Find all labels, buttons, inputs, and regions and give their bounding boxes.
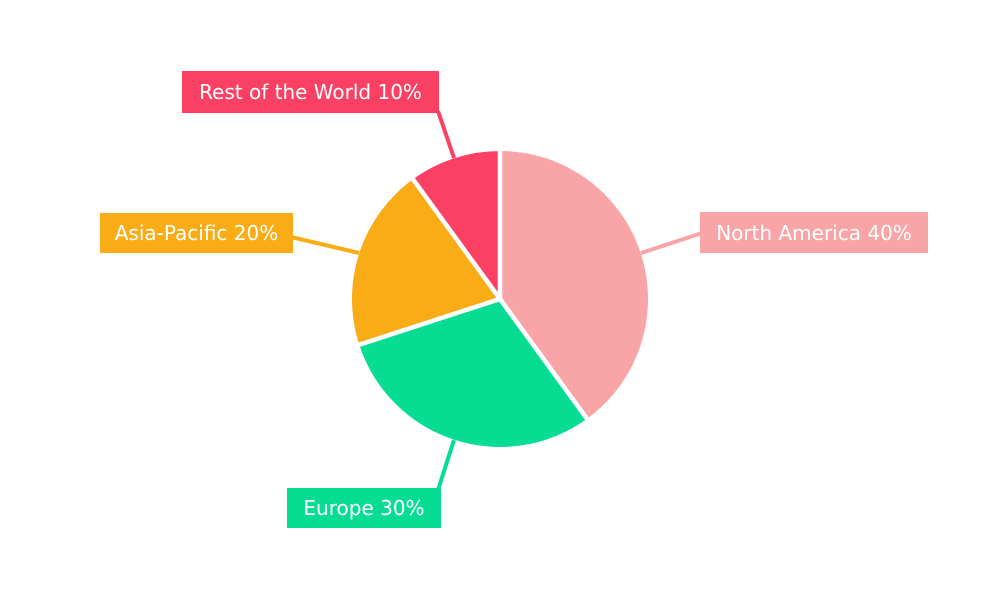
- slice-separator: [498, 297, 590, 421]
- pie-label-north-america-text: North America 40%: [716, 220, 912, 245]
- pie-slice-europe[interactable]: [359, 299, 587, 448]
- pie-label-europe: Europe 30%: [287, 488, 441, 528]
- pie-slice-asia-pacific[interactable]: [351, 179, 500, 345]
- pie-label-asia-pacific-text: Asia-Pacific 20%: [114, 221, 279, 245]
- pie-label-rest-of-the-world: Rest of the World 10%: [182, 71, 439, 113]
- leader-line-asia-pacific: [290, 235, 360, 255]
- leader-line-europe: [436, 439, 456, 491]
- pie-label-asia-pacific: Asia-Pacific 20%: [100, 213, 293, 253]
- slice-separator: [357, 296, 501, 348]
- leader-line-rest-of-the-world: [436, 110, 456, 159]
- pie-slice-north-america[interactable]: [500, 151, 649, 419]
- pie-label-rest-of-the-world-text: Rest of the World 10%: [199, 80, 422, 104]
- pie-label-europe-text: Europe 30%: [303, 496, 425, 520]
- pie-slice-rest-of-the-world[interactable]: [413, 151, 500, 299]
- leader-line-north-america: [640, 231, 703, 255]
- slice-separator: [410, 177, 502, 301]
- pie-label-north-america: North America 40%: [700, 212, 928, 253]
